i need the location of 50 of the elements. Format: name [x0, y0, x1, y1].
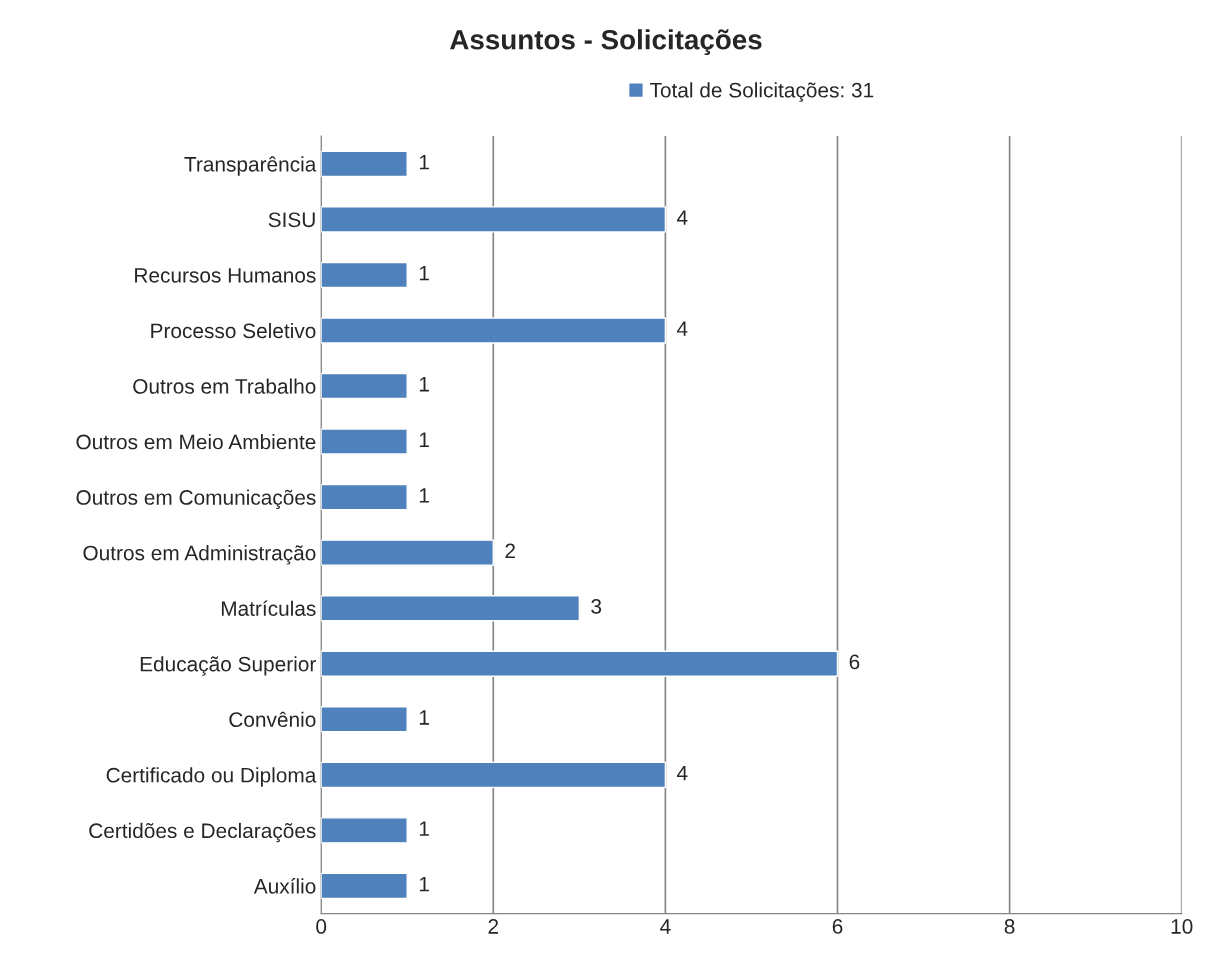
- y-tick-label: Auxílio: [253, 878, 316, 894]
- data-label: 4: [676, 321, 688, 336]
- bar: [321, 428, 408, 455]
- x-tick-label: 4: [660, 919, 671, 934]
- bar: [321, 261, 408, 289]
- y-tick-label: Outros em Meio Ambiente: [76, 434, 316, 450]
- bar: [321, 206, 667, 233]
- x-tick-label: 6: [832, 919, 843, 934]
- bar: [321, 595, 581, 622]
- chart-title: Assuntos - Solicitações: [450, 29, 762, 56]
- y-tick-label: Convênio: [229, 711, 316, 728]
- y-tick-label: Matrículas: [221, 600, 316, 616]
- data-label: 6: [849, 654, 860, 670]
- x-tick-label: 2: [488, 919, 499, 934]
- data-label: 1: [419, 876, 429, 892]
- y-tick-label: SISU: [268, 212, 315, 228]
- data-label: 1: [419, 488, 429, 503]
- bar: [321, 372, 408, 400]
- x-tick-label: 10: [1171, 919, 1193, 934]
- bar: [321, 483, 408, 511]
- y-tick-label: Certificado ou Diploma: [106, 767, 317, 787]
- bar: [321, 650, 839, 677]
- y-tick-label: Recursos Humanos: [135, 268, 316, 283]
- y-tick-label: Certidões e Declarações: [89, 822, 316, 843]
- bar: [321, 539, 494, 566]
- legend-label: Total de Solicitações: 31: [650, 82, 874, 102]
- x-tick-label: 8: [1004, 919, 1015, 934]
- data-label: 1: [419, 377, 429, 392]
- y-tick-label: Outros em Trabalho: [133, 378, 316, 394]
- data-label: 1: [419, 432, 429, 447]
- bar: [321, 317, 667, 344]
- bar: [321, 761, 667, 789]
- y-tick-label: Processo Seletivo: [151, 322, 316, 339]
- bar: [321, 817, 408, 844]
- y-tick-label: Educação Superior: [140, 656, 316, 676]
- bar: [321, 150, 408, 178]
- data-label: 1: [419, 265, 429, 281]
- y-tick-label: Transparência: [184, 156, 317, 176]
- y-tick-label: Outros em Comunicações: [76, 489, 316, 510]
- data-label: 3: [591, 599, 602, 614]
- y-tick-label: Outros em Administração: [83, 545, 316, 565]
- data-label: 1: [419, 710, 429, 725]
- data-label: 4: [676, 210, 688, 225]
- data-label: 1: [419, 154, 429, 170]
- data-label: 2: [505, 543, 515, 559]
- data-label: 1: [419, 821, 429, 836]
- x-tick-label: 0: [316, 919, 327, 934]
- data-label: 4: [676, 765, 688, 781]
- bar: [321, 872, 408, 900]
- bar: [321, 706, 408, 733]
